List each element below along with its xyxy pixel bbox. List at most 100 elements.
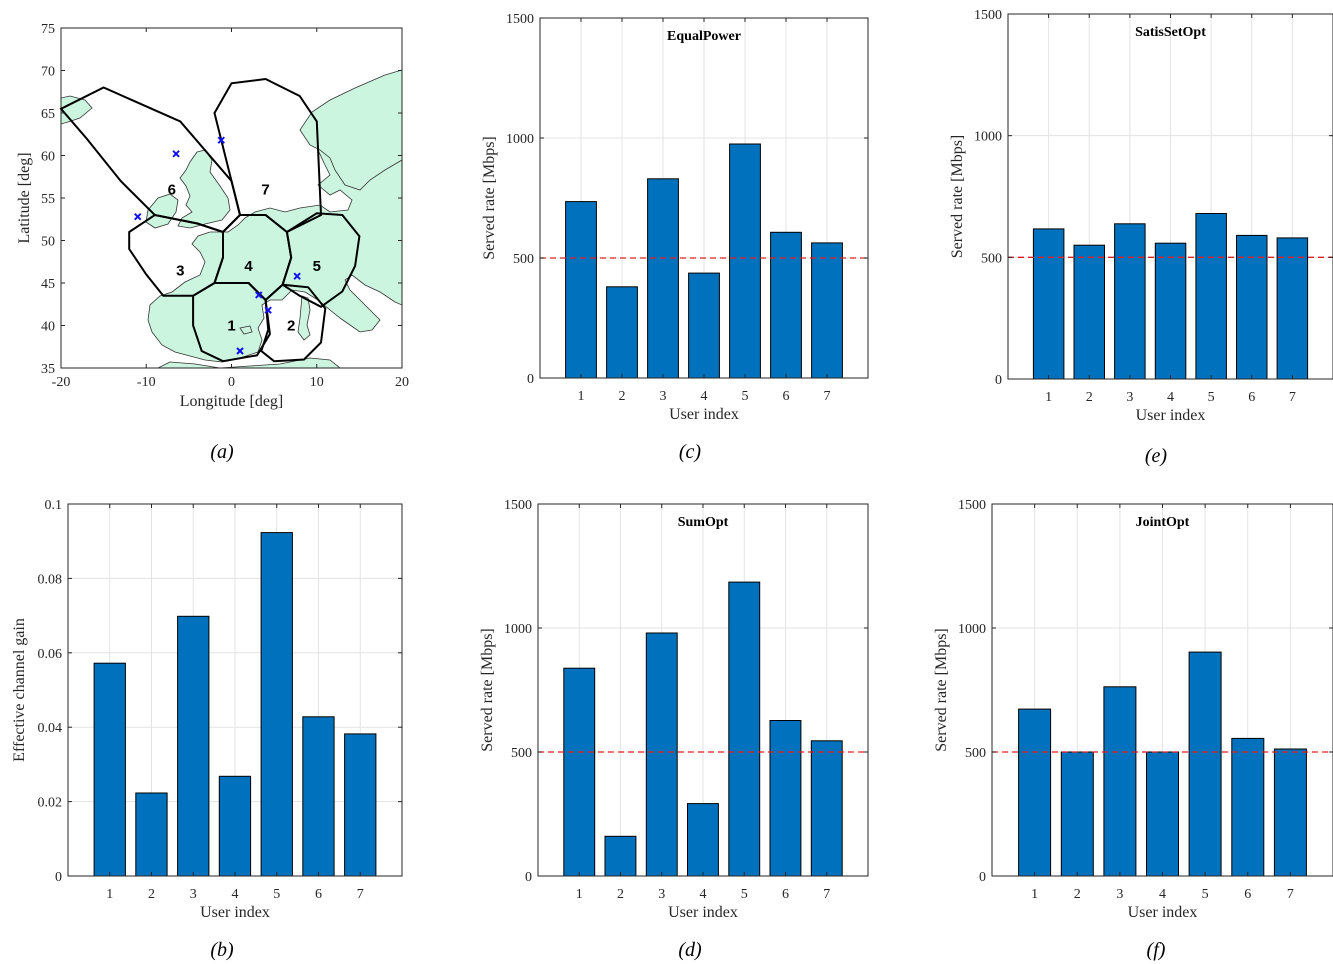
chart-panel-e: 1 2 3 4 5 6 7 0 500 1000 1500 User index Served rate… <box>949 8 1333 467</box>
x-tick-label: 3 <box>658 887 665 902</box>
x-tick-label: 6 <box>782 887 789 902</box>
y-axis-label: Effective channel gain <box>11 618 28 762</box>
bar-user-2 <box>606 286 638 379</box>
map-y-tick-label: 60 <box>41 150 55 165</box>
bar-user-5 <box>729 143 761 379</box>
y-axis-label: Served rate [Mbps] <box>949 135 966 259</box>
x-tick-label: 5 <box>1202 887 1209 902</box>
chart-panel-f: 1 2 3 4 5 6 7 0 500 1000 1500 User index Served rate… <box>933 498 1333 961</box>
chart-title: EqualPower <box>667 29 741 44</box>
land-north-africa <box>157 357 341 368</box>
bar-user-1 <box>93 662 126 877</box>
bar-user-3 <box>1103 686 1137 877</box>
x-tick-label: 4 <box>1159 887 1166 902</box>
land-ireland <box>145 193 179 229</box>
x-tick-label: 4 <box>1167 390 1174 405</box>
y-tick-label: 0.06 <box>38 647 63 662</box>
caption-c: (c) <box>679 441 702 463</box>
map-x-axis-label: Longitude [deg] <box>180 393 284 410</box>
map-y-tick-label: 55 <box>41 192 55 207</box>
x-tick-label: 7 <box>1287 887 1294 902</box>
y-tick-label: 1000 <box>504 622 532 637</box>
chart-panel-c: 1 2 3 4 5 6 7 0 500 1000 1500 User index Served rate… <box>481 12 869 463</box>
y-tick-label: 1000 <box>958 622 986 637</box>
y-tick-label: 0.1 <box>45 498 63 513</box>
beam-label-3: 3 <box>176 262 184 279</box>
x-tick-label: 6 <box>1244 887 1251 902</box>
map-y-tick-label: 35 <box>41 362 55 377</box>
beam-label-2: 2 <box>287 318 295 335</box>
x-tick-label: 6 <box>1248 390 1255 405</box>
map-x-tick-label: 10 <box>310 375 324 390</box>
marker-stroke <box>236 347 244 355</box>
bar-user-2 <box>1073 244 1105 380</box>
bar-user-4 <box>687 803 719 877</box>
beam-label-6: 6 <box>168 182 176 199</box>
x-tick-label: 2 <box>1074 887 1081 902</box>
beam-outline-6 <box>59 86 242 234</box>
caption-e: (e) <box>1145 445 1168 467</box>
y-axis-label: Served rate [Mbps] <box>481 136 498 260</box>
bar-user-3 <box>647 178 679 379</box>
y-tick-label: 0.04 <box>38 721 63 736</box>
y-axis-label: Served rate [Mbps] <box>479 628 496 752</box>
y-tick-label: 0 <box>995 373 1002 388</box>
bar-user-4 <box>688 272 720 379</box>
map-panel: 1 2 3 4 5 6 7 <box>59 27 403 369</box>
x-tick-label: 5 <box>1208 390 1215 405</box>
bar-user-4 <box>218 775 252 877</box>
land-scandinavia <box>299 69 402 191</box>
x-axis-label: User index <box>200 904 270 921</box>
beam-outline-2 <box>260 283 327 363</box>
x-tick-label: 5 <box>742 389 749 404</box>
bar-user-6 <box>1231 737 1265 877</box>
beam-outline-7 <box>213 77 323 234</box>
y-tick-label: 500 <box>511 746 532 761</box>
marker-stroke <box>172 150 180 158</box>
beam-overlay: 1 2 3 4 5 6 7 <box>59 77 361 363</box>
x-axis-label: User index <box>1128 904 1198 921</box>
beam-outline-5 <box>281 212 361 308</box>
bar-user-7 <box>810 740 843 877</box>
y-tick-label: 500 <box>981 251 1002 266</box>
bar-user-7 <box>1273 748 1307 877</box>
chart-panel-d: 1 2 3 4 5 6 7 0 500 1000 1500 User index Served rate… <box>479 498 869 961</box>
y-tick-label: 0.02 <box>38 796 63 811</box>
x-tick-label: 7 <box>357 887 364 902</box>
y-tick-label: 1500 <box>958 498 986 513</box>
bar-user-6 <box>1236 234 1268 380</box>
bar-user-1 <box>565 201 597 379</box>
bar-user-1 <box>563 667 596 877</box>
map-y-tick-label: 75 <box>41 22 55 37</box>
x-tick-label: 6 <box>783 389 790 404</box>
chart-title: JointOpt <box>1136 515 1190 530</box>
bar-user-2 <box>1060 751 1094 877</box>
bar-user-6 <box>769 720 802 877</box>
x-tick-label: 2 <box>1086 390 1093 405</box>
x-tick-label: 4 <box>701 389 708 404</box>
x-tick-label: 3 <box>1116 887 1123 902</box>
bar-user-3 <box>645 632 678 877</box>
bar-user-3 <box>1114 223 1146 380</box>
bar-user-5 <box>728 581 761 877</box>
bar-user-4 <box>1154 242 1187 380</box>
x-tick-label: 6 <box>315 887 322 902</box>
x-tick-label: 5 <box>741 887 748 902</box>
x-tick-label: 1 <box>578 389 585 404</box>
x-tick-label: 7 <box>1289 390 1296 405</box>
y-tick-label: 1000 <box>506 132 534 147</box>
marker-stroke <box>134 212 142 221</box>
x-tick-label: 2 <box>148 887 155 902</box>
user-marker-5 <box>264 306 272 314</box>
y-tick-label: 0.08 <box>38 572 63 587</box>
x-axis-label: User index <box>669 406 739 423</box>
map-x-tick-label: -20 <box>52 375 71 390</box>
land-corsica-sardinia <box>297 295 311 341</box>
bar-user-1 <box>1032 228 1065 380</box>
caption-b: (b) <box>210 939 234 961</box>
user-marker-3 <box>217 136 225 144</box>
bar-user-6 <box>302 716 335 877</box>
map-y-axis-label: Latitude [deg] <box>16 152 33 243</box>
x-tick-label: 2 <box>619 389 626 404</box>
